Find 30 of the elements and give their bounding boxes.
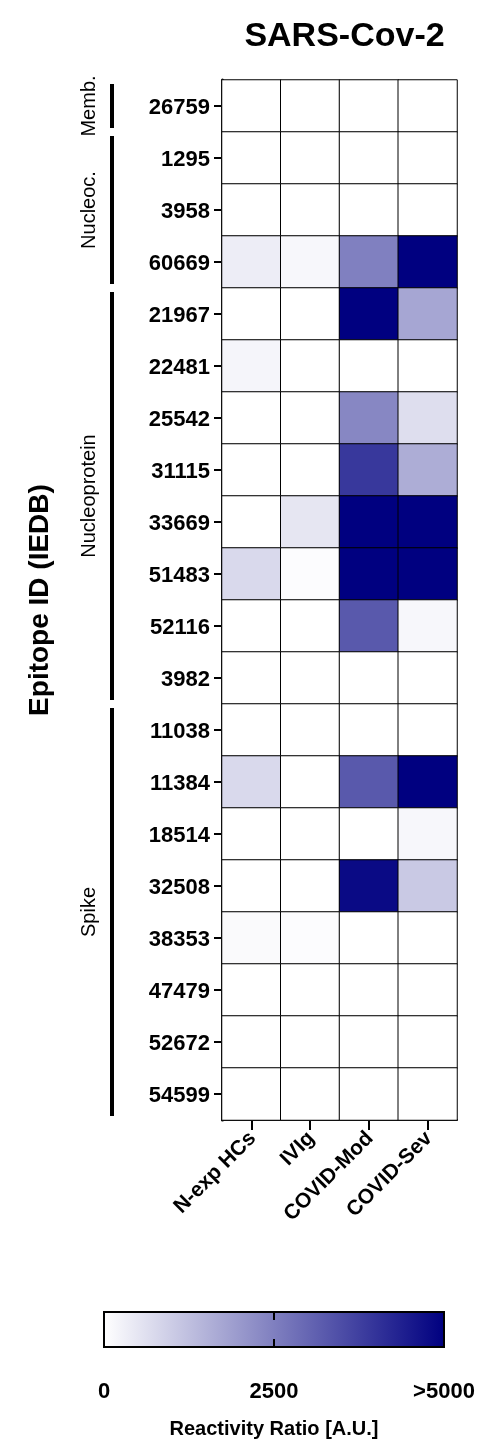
y-tick-label: 51483 (148, 561, 210, 587)
y-tick-label: 11038 (150, 717, 210, 743)
y-tick-label: 31115 (151, 457, 210, 483)
color-bar-label: 2500 (249, 1377, 299, 1403)
color-bar-label: 0 (97, 1377, 111, 1403)
color-bar-label: >5000 (413, 1377, 475, 1403)
text: Nucleoprotein (77, 434, 99, 558)
text: Nucleoc. (77, 171, 99, 249)
chart-title: SARS-Cov-2 (244, 15, 445, 53)
y-tick-label: 22481 (148, 353, 210, 379)
y-tick-label: 3958 (161, 197, 210, 223)
y-tick-label: 52672 (148, 1029, 210, 1055)
y-tick-label: 21967 (148, 301, 210, 327)
y-tick-label: 47479 (148, 977, 210, 1003)
y-tick-label: 33669 (148, 509, 210, 535)
y-axis-title: Epitope ID (IEDB) (22, 484, 54, 716)
text: Memb. (77, 75, 99, 137)
y-tick-label: 32508 (148, 873, 210, 899)
y-tick-label: 11384 (150, 769, 211, 795)
y-tick-label: 3982 (161, 665, 210, 691)
y-tick-label: 18514 (148, 821, 211, 847)
text: Spike (77, 886, 99, 938)
y-tick-label: 52116 (150, 613, 210, 639)
y-tick-label: 25542 (148, 405, 210, 431)
y-tick-label: 26759 (148, 93, 210, 119)
y-tick-label: 60669 (148, 249, 210, 275)
y-tick-label: 1295 (161, 145, 210, 171)
y-tick-label: 54599 (148, 1081, 210, 1107)
color-bar-title: Reactivity Ratio [A.U.] (169, 1417, 379, 1439)
y-tick-label: 38353 (148, 925, 210, 951)
